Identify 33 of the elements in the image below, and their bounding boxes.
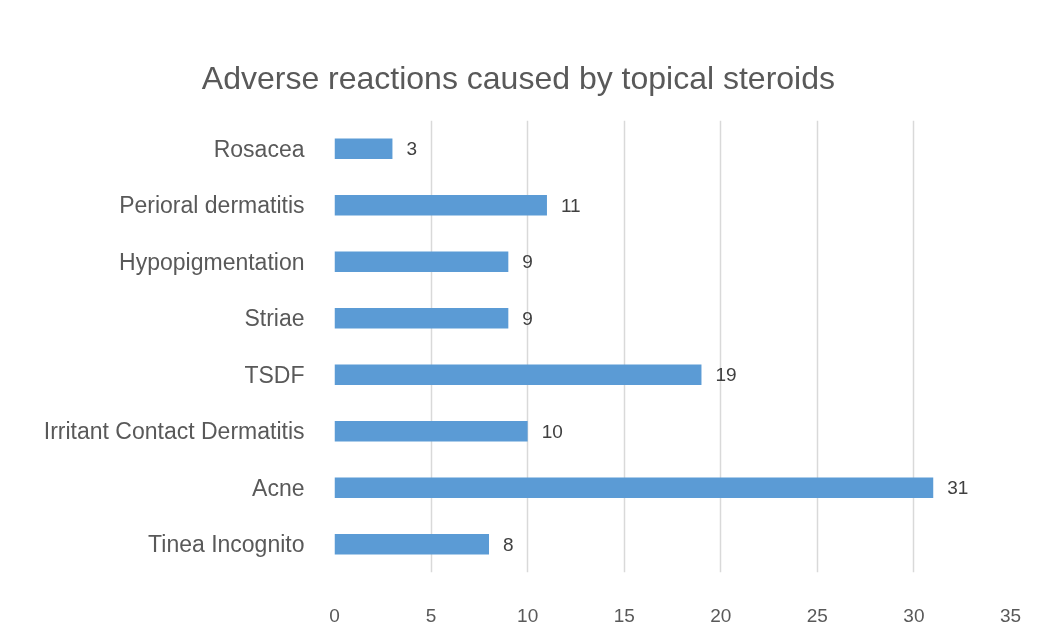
bar bbox=[334, 308, 509, 329]
bar bbox=[334, 421, 528, 442]
data-label: 11 bbox=[560, 194, 581, 216]
x-tick-label: 30 bbox=[903, 604, 925, 626]
data-label: 9 bbox=[522, 307, 533, 329]
y-tick-label: Perioral dermatitis bbox=[119, 192, 305, 219]
bar bbox=[334, 251, 509, 272]
bar bbox=[334, 477, 934, 498]
bar bbox=[334, 534, 490, 555]
y-tick-label: Rosacea bbox=[213, 135, 305, 162]
y-tick-label: Striae bbox=[244, 305, 305, 332]
data-label: 3 bbox=[406, 138, 418, 160]
bar bbox=[334, 138, 393, 159]
x-tick-label: 10 bbox=[517, 604, 539, 626]
data-label: 9 bbox=[522, 251, 533, 273]
data-label: 19 bbox=[715, 364, 737, 386]
y-tick-label: Acne bbox=[252, 474, 305, 501]
x-tick-label: 35 bbox=[999, 604, 1022, 626]
x-tick-label: 0 bbox=[329, 604, 340, 626]
data-label: 10 bbox=[541, 420, 563, 442]
x-tick-label: 25 bbox=[806, 604, 828, 626]
x-tick-label: 20 bbox=[710, 604, 732, 626]
y-tick-label: Irritant Contact Dermatitis bbox=[43, 418, 305, 445]
x-tick-label: 5 bbox=[425, 604, 437, 626]
y-tick-label: Tinea Incognito bbox=[148, 531, 305, 558]
chart-title: Adverse reactions caused by topical steroids bbox=[201, 59, 836, 96]
data-label: 31 bbox=[947, 477, 969, 499]
x-tick-label: 15 bbox=[613, 604, 635, 626]
y-tick-label: TSDF bbox=[244, 361, 305, 388]
bar bbox=[334, 364, 702, 385]
data-label: 8 bbox=[503, 533, 514, 555]
y-tick-label: Hypopigmentation bbox=[119, 248, 305, 275]
bar bbox=[334, 195, 547, 216]
